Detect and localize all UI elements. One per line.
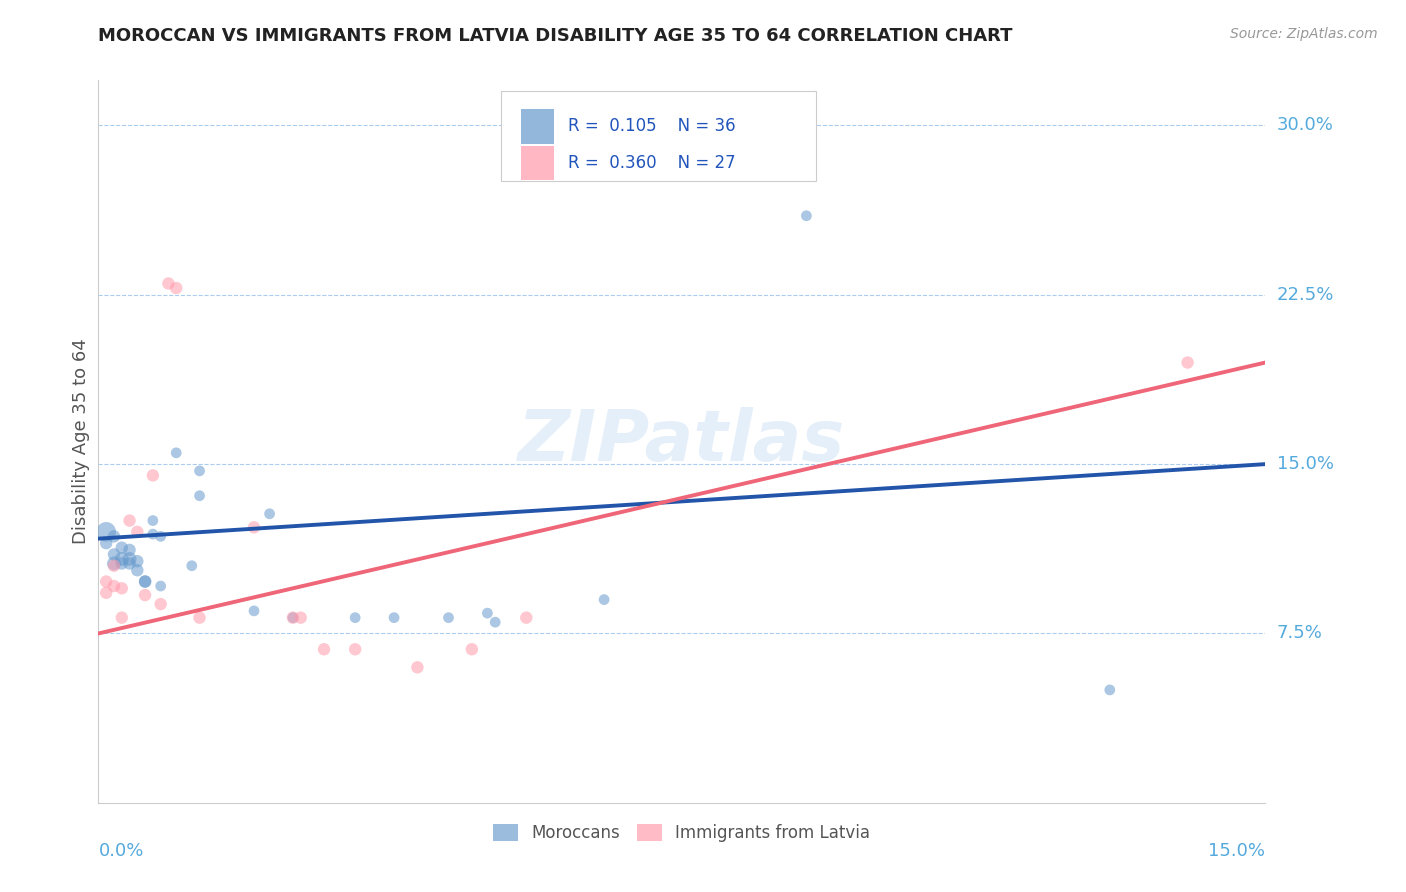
Point	[290, 610, 312, 624]
Point	[382, 610, 405, 624]
Point	[149, 579, 172, 593]
Point	[157, 277, 180, 291]
Point	[134, 574, 156, 589]
Point	[134, 588, 156, 602]
Text: 30.0%: 30.0%	[1277, 117, 1333, 135]
Point	[127, 554, 149, 568]
Point	[103, 557, 125, 571]
Point	[103, 558, 125, 573]
Point	[593, 592, 616, 607]
Point	[259, 507, 281, 521]
Point	[111, 582, 134, 596]
Point	[312, 642, 335, 657]
Point	[1177, 355, 1199, 369]
Point	[149, 529, 172, 543]
Point	[111, 610, 134, 624]
Point	[796, 209, 818, 223]
Point	[118, 552, 141, 566]
Point	[111, 541, 134, 555]
Point	[142, 514, 165, 528]
Point	[111, 552, 134, 566]
Point	[149, 597, 172, 611]
FancyBboxPatch shape	[520, 145, 554, 180]
Point	[515, 610, 537, 624]
Y-axis label: Disability Age 35 to 64: Disability Age 35 to 64	[72, 339, 90, 544]
Point	[127, 524, 149, 539]
Point	[344, 610, 367, 624]
FancyBboxPatch shape	[520, 109, 554, 144]
Text: 0.0%: 0.0%	[98, 842, 143, 860]
Point	[103, 548, 125, 562]
Point	[180, 558, 202, 573]
Point	[127, 563, 149, 577]
Point	[281, 610, 304, 624]
Point	[118, 557, 141, 571]
Point	[243, 520, 266, 534]
Point	[103, 579, 125, 593]
Point	[188, 464, 211, 478]
Point	[406, 660, 429, 674]
Point	[165, 281, 187, 295]
Text: R =  0.360    N = 27: R = 0.360 N = 27	[568, 153, 735, 172]
Text: 7.5%: 7.5%	[1277, 624, 1323, 642]
Point	[243, 604, 266, 618]
Point	[111, 557, 134, 571]
Point	[165, 446, 187, 460]
Text: Source: ZipAtlas.com: Source: ZipAtlas.com	[1230, 27, 1378, 41]
Text: 15.0%: 15.0%	[1277, 455, 1333, 473]
Point	[484, 615, 506, 630]
Point	[96, 536, 118, 550]
Text: 22.5%: 22.5%	[1277, 285, 1334, 304]
Point	[96, 574, 118, 589]
Point	[96, 524, 118, 539]
Point	[188, 489, 211, 503]
Point	[1098, 682, 1121, 697]
Text: R =  0.105    N = 36: R = 0.105 N = 36	[568, 118, 735, 136]
Point	[281, 610, 304, 624]
FancyBboxPatch shape	[501, 91, 815, 181]
Point	[118, 542, 141, 557]
Legend: Moroccans, Immigrants from Latvia: Moroccans, Immigrants from Latvia	[486, 817, 877, 848]
Point	[96, 586, 118, 600]
Point	[188, 610, 211, 624]
Text: MOROCCAN VS IMMIGRANTS FROM LATVIA DISABILITY AGE 35 TO 64 CORRELATION CHART: MOROCCAN VS IMMIGRANTS FROM LATVIA DISAB…	[98, 27, 1012, 45]
Point	[103, 529, 125, 543]
Point	[142, 527, 165, 541]
Point	[437, 610, 460, 624]
Point	[461, 642, 484, 657]
Text: ZIPatlas: ZIPatlas	[519, 407, 845, 476]
Point	[344, 642, 367, 657]
Point	[118, 514, 141, 528]
Point	[134, 574, 156, 589]
Point	[142, 468, 165, 483]
Point	[477, 606, 499, 620]
Text: 15.0%: 15.0%	[1208, 842, 1265, 860]
